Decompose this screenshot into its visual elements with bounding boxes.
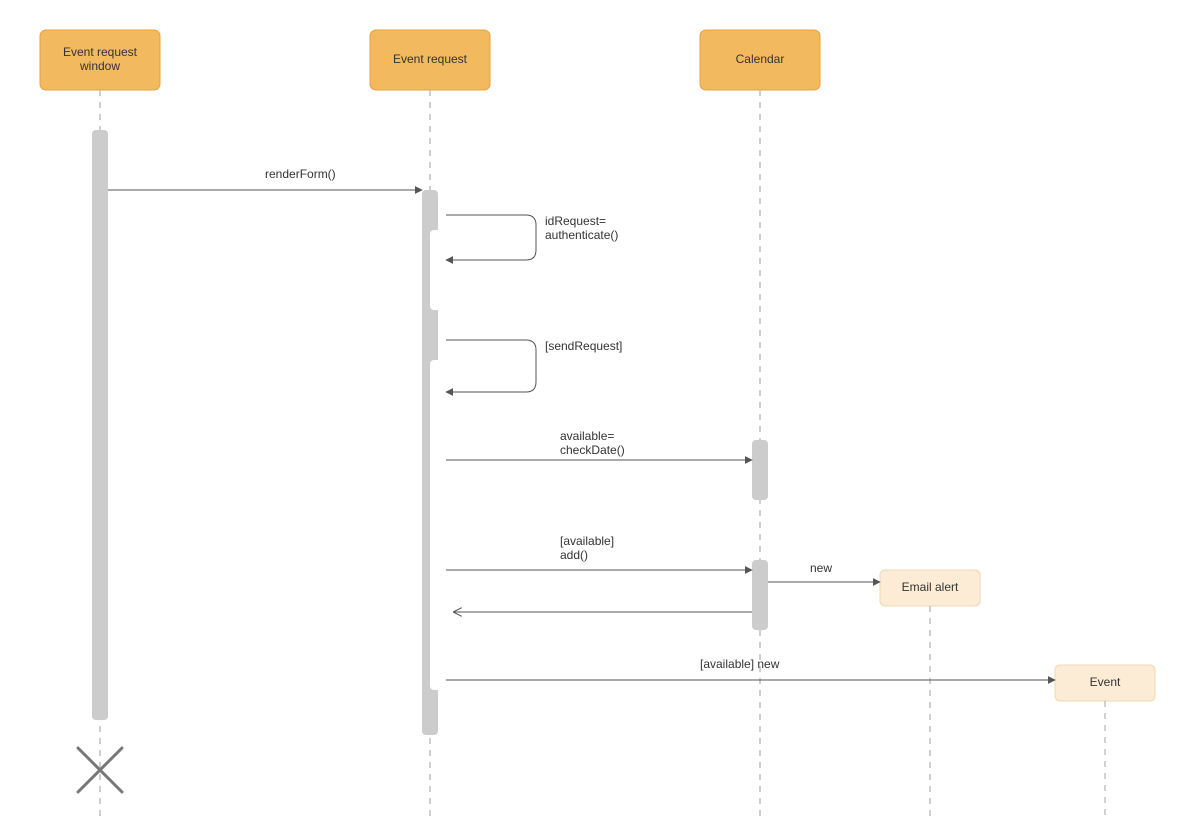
note-label-p4: Email alert [902, 580, 959, 594]
activation-a3 [430, 230, 446, 310]
message-label-m8: [available] new [700, 657, 780, 671]
message-label-m6: new [810, 561, 832, 575]
message-label-m1: renderForm() [265, 167, 336, 181]
activation-a5 [752, 440, 768, 500]
participant-label-p3: Calendar [736, 52, 785, 66]
diagram-background [0, 0, 1200, 836]
activation-a1 [92, 130, 108, 720]
note-label-p5: Event [1090, 675, 1121, 689]
activation-a6 [752, 560, 768, 630]
participant-label-p2: Event request [393, 52, 468, 66]
message-label-m3: [sendRequest] [545, 339, 622, 353]
sequence-diagram: Event requestwindowEvent requestCalendar… [0, 0, 1200, 836]
activation-a4 [430, 360, 446, 690]
